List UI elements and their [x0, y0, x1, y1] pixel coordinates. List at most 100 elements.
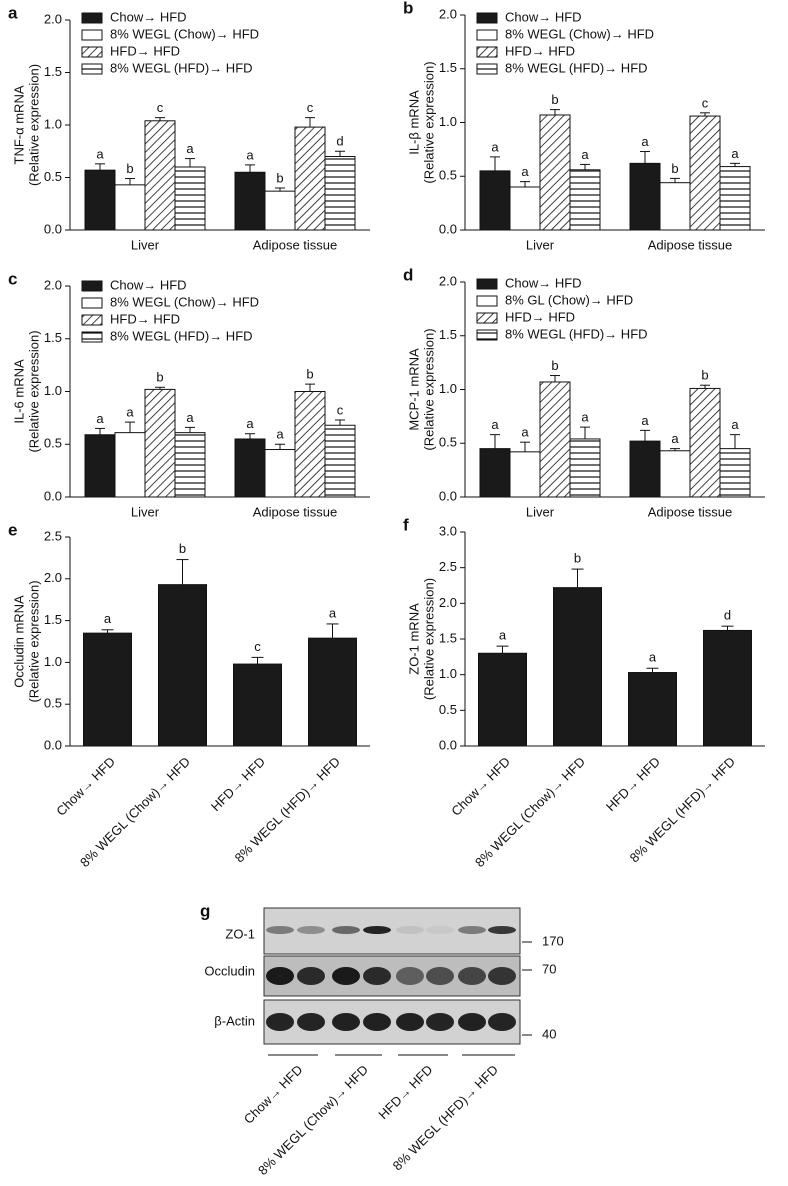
significance-letter: a: [104, 611, 112, 626]
y-axis-label: MCP-1 mRNA: [406, 348, 421, 431]
y-tick-label: 1.5: [439, 327, 457, 342]
bar: [324, 424, 356, 498]
bar: [294, 391, 326, 498]
significance-letter: a: [641, 134, 649, 149]
blot-band: [396, 967, 424, 985]
blot-band: [426, 1013, 454, 1031]
panel-label: f: [403, 515, 409, 534]
bar: [233, 663, 282, 747]
blot-band: [488, 967, 516, 985]
blot-row-label: β-Actin: [214, 1013, 255, 1028]
bar: [659, 182, 691, 231]
significance-letter: b: [126, 161, 133, 176]
y-tick-label: 0.0: [44, 488, 62, 503]
significance-letter: a: [96, 146, 104, 161]
x-tick-label: Adipose tissue: [253, 504, 338, 519]
legend-swatch: [81, 29, 103, 41]
bar: [84, 434, 116, 498]
y-tick-label: 2.0: [44, 11, 62, 26]
significance-letter: c: [254, 639, 261, 654]
bar: [539, 114, 571, 231]
y-axis-label: (Relative expression): [26, 580, 41, 702]
y-tick-label: 1.0: [44, 654, 62, 669]
legend-label: Chow→ HFD: [110, 9, 187, 24]
panel-label: c: [8, 269, 17, 288]
y-axis-label: (Relative expression): [421, 61, 436, 183]
bar: [294, 126, 326, 231]
y-tick-label: 1.5: [44, 330, 62, 345]
x-tick-label: HFD→ HFD: [603, 754, 663, 814]
blot-band: [363, 1013, 391, 1031]
y-tick-label: 1.0: [439, 666, 457, 681]
significance-letter: a: [649, 650, 657, 665]
bar: [114, 184, 146, 231]
blot-band: [266, 926, 294, 934]
x-tick-label: Liver: [526, 504, 555, 519]
significance-letter: a: [641, 413, 649, 428]
y-tick-label: 2.0: [439, 595, 457, 610]
significance-letter: b: [551, 92, 558, 107]
bar: [689, 115, 721, 231]
legend-swatch: [81, 46, 103, 58]
legend-label: 8% WEGL (HFD)→ HFD: [505, 60, 648, 75]
blot-band: [396, 926, 424, 934]
bar: [84, 169, 116, 231]
bar: [174, 432, 206, 498]
y-tick-label: 1.5: [439, 60, 457, 75]
bar: [703, 629, 752, 747]
legend-swatch: [476, 63, 498, 75]
blot-band: [266, 1013, 294, 1031]
bar: [478, 652, 527, 747]
significance-letter: b: [276, 170, 283, 185]
bar: [553, 587, 602, 747]
x-tick-label: Liver: [526, 237, 555, 252]
significance-letter: a: [246, 416, 254, 431]
bar: [509, 186, 541, 231]
significance-letter: a: [186, 410, 194, 425]
panel-label: a: [8, 3, 18, 22]
legend-label: 8% WEGL (Chow)→ HFD: [505, 26, 654, 41]
legend-label: 8% GL (Chow)→ HFD: [505, 292, 633, 307]
significance-letter: b: [574, 551, 581, 566]
blot-row-label: Occludin: [204, 963, 255, 978]
panel-label: b: [403, 0, 413, 17]
bar: [234, 438, 266, 498]
significance-letter: b: [156, 370, 163, 385]
y-tick-label: 0.5: [44, 436, 62, 451]
y-tick-label: 0.5: [439, 435, 457, 450]
legend-swatch: [476, 329, 498, 341]
significance-letter: c: [307, 100, 314, 115]
legend-swatch: [81, 12, 103, 24]
blot-band: [488, 1013, 516, 1031]
legend-label: HFD→ HFD: [505, 309, 575, 324]
significance-letter: a: [126, 405, 134, 420]
significance-letter: a: [731, 146, 739, 161]
y-axis-label: (Relative expression): [421, 328, 436, 450]
significance-letter: a: [581, 147, 589, 162]
legend-label: 8% WEGL (Chow)→ HFD: [110, 294, 259, 309]
y-axis-label: (Relative expression): [26, 64, 41, 186]
x-tick-label: Chow→ HFD: [448, 754, 513, 819]
y-tick-label: 0.0: [44, 221, 62, 236]
legend-swatch: [81, 297, 103, 309]
bar: [264, 190, 296, 231]
y-tick-label: 0.5: [44, 696, 62, 711]
blot-band: [363, 967, 391, 985]
marker-label: 170: [542, 933, 564, 948]
blot-band: [266, 967, 294, 985]
significance-letter: b: [551, 358, 558, 373]
bar: [174, 166, 206, 231]
x-tick-label: Chow→ HFD: [53, 754, 118, 819]
panel-label: g: [200, 901, 210, 920]
legend-swatch: [81, 280, 103, 292]
x-tick-label: Adipose tissue: [648, 504, 733, 519]
blot-band: [458, 1013, 486, 1031]
y-tick-label: 1.5: [44, 612, 62, 627]
y-axis-label: IL-β mRNA: [406, 90, 421, 155]
y-tick-label: 0.0: [44, 737, 62, 752]
significance-letter: a: [581, 410, 589, 425]
significance-letter: a: [491, 139, 499, 154]
y-tick-label: 2.0: [439, 6, 457, 21]
